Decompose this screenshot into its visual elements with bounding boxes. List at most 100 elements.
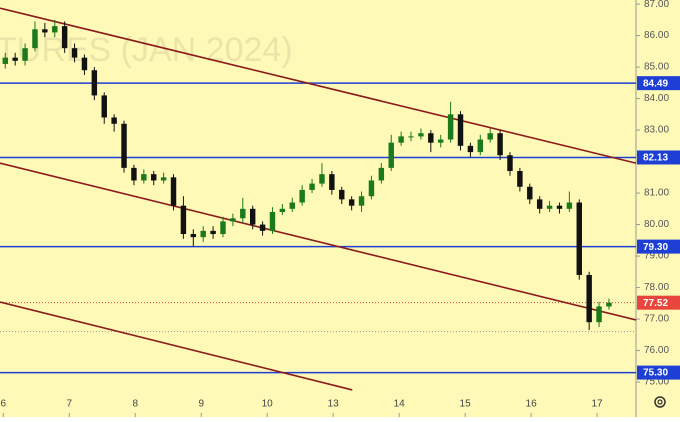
candle-body bbox=[289, 202, 295, 209]
candle-body bbox=[210, 230, 216, 235]
y-tick-label: 87.00 bbox=[644, 0, 669, 10]
price-label: 79.30 bbox=[643, 242, 668, 253]
candle-body bbox=[477, 139, 484, 153]
candle-body bbox=[348, 199, 355, 206]
candle-body bbox=[160, 177, 167, 181]
candle-body bbox=[269, 211, 276, 231]
candle-body bbox=[81, 57, 88, 71]
candle-body bbox=[230, 218, 236, 222]
y-tick-label: 77.00 bbox=[644, 314, 669, 325]
candle-body bbox=[220, 221, 226, 235]
candle-body bbox=[596, 306, 602, 323]
x-tick-label: 16 bbox=[526, 399, 538, 410]
x-tick-label: 7 bbox=[66, 399, 72, 410]
candle-body bbox=[339, 189, 345, 200]
candle-body bbox=[309, 183, 315, 190]
candle-body bbox=[22, 48, 28, 61]
y-tick-label: 78.00 bbox=[644, 282, 669, 293]
candle-body bbox=[329, 174, 335, 190]
candle-body bbox=[507, 155, 513, 172]
candle-body bbox=[576, 202, 582, 275]
candle-body bbox=[398, 136, 404, 143]
x-tick-label: 9 bbox=[198, 399, 204, 410]
candle-body bbox=[121, 123, 127, 168]
price-label-box bbox=[637, 239, 680, 254]
x-tick-label: 6 bbox=[1, 399, 7, 410]
candle-body bbox=[299, 189, 305, 203]
candle-body bbox=[319, 174, 325, 184]
y-tick-label: 85.00 bbox=[644, 62, 669, 73]
candle-body bbox=[378, 167, 385, 181]
x-tick-label: 14 bbox=[394, 399, 406, 410]
candle-body bbox=[279, 208, 286, 212]
candle-body bbox=[517, 171, 523, 187]
candle-body bbox=[527, 186, 533, 200]
candle-body bbox=[586, 274, 592, 323]
y-tick-label: 79.00 bbox=[644, 251, 669, 262]
candle-body bbox=[249, 208, 256, 225]
x-tick-label: 15 bbox=[460, 399, 472, 410]
x-tick-label: 17 bbox=[592, 399, 604, 410]
trendline bbox=[0, 301, 353, 391]
candle-body bbox=[71, 48, 78, 58]
candle-body bbox=[91, 70, 98, 96]
candle-body bbox=[151, 174, 157, 181]
candle-body bbox=[111, 117, 117, 124]
candle-body bbox=[42, 29, 48, 33]
price-label-box bbox=[637, 295, 680, 310]
y-tick-label: 81.00 bbox=[644, 188, 669, 199]
price-label: 84.49 bbox=[643, 78, 668, 89]
candle-body bbox=[190, 234, 197, 238]
y-tick-label: 80.00 bbox=[644, 219, 669, 230]
trendline bbox=[0, 7, 637, 164]
candle-body bbox=[536, 199, 543, 209]
candle-body bbox=[546, 205, 553, 209]
candle-body bbox=[2, 57, 8, 64]
candle-body bbox=[566, 202, 573, 209]
gear-outer bbox=[654, 396, 666, 408]
candle-body bbox=[141, 174, 147, 181]
candle-body bbox=[52, 26, 58, 33]
plot-area bbox=[0, 7, 637, 391]
price-label: 82.13 bbox=[643, 153, 668, 164]
candle-body bbox=[437, 139, 444, 143]
candle-body bbox=[428, 133, 434, 143]
candle-body bbox=[467, 145, 474, 153]
candle-body bbox=[358, 196, 365, 206]
candle-body bbox=[368, 180, 375, 197]
price-label-box bbox=[637, 76, 680, 91]
candle-body bbox=[61, 26, 68, 49]
candle-body bbox=[418, 133, 424, 137]
y-tick-label: 86.00 bbox=[644, 30, 669, 41]
candle-body bbox=[170, 177, 177, 206]
candle-body bbox=[180, 205, 187, 235]
price-label-box bbox=[637, 150, 680, 165]
candle-body bbox=[457, 114, 464, 146]
candle-body bbox=[606, 302, 612, 307]
price-label: 75.30 bbox=[643, 368, 668, 379]
settings-icon[interactable] bbox=[654, 396, 666, 408]
price-label-box bbox=[637, 365, 680, 380]
y-tick-label: 76.00 bbox=[644, 345, 669, 356]
candle-body bbox=[101, 95, 107, 118]
candle-body bbox=[259, 224, 266, 231]
y-tick-label: 75.00 bbox=[644, 377, 669, 388]
candle-body bbox=[408, 136, 414, 138]
candle-body bbox=[32, 29, 38, 49]
y-tick-label: 83.00 bbox=[644, 125, 669, 136]
candle-body bbox=[388, 142, 394, 168]
candle-body bbox=[556, 205, 563, 209]
candle-body bbox=[240, 208, 246, 219]
x-tick-label: 8 bbox=[132, 399, 138, 410]
trendline bbox=[0, 162, 637, 321]
candle-body bbox=[487, 133, 493, 140]
candle-body bbox=[497, 133, 503, 156]
candle-body bbox=[12, 57, 18, 61]
y-tick-label: 84.00 bbox=[644, 93, 669, 104]
candle-body bbox=[447, 114, 454, 140]
gear-inner bbox=[657, 399, 663, 405]
candle-body bbox=[131, 167, 137, 181]
watermark: TURES (JAN 2024) bbox=[0, 31, 293, 69]
x-tick-label: 13 bbox=[328, 399, 340, 410]
